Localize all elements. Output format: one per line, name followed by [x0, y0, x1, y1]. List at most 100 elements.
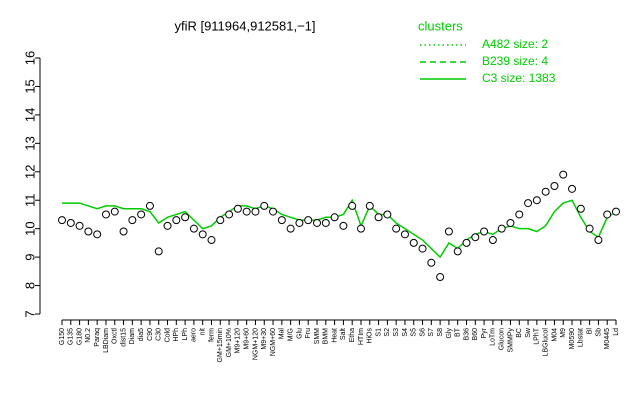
data-point: [207, 236, 216, 245]
data-point: [110, 207, 119, 216]
data-point: [269, 207, 278, 216]
data-point: [101, 210, 110, 219]
x-tick-label: SMM: [314, 328, 321, 345]
x-tick-label: HPh: [173, 328, 180, 342]
x-tick-label: M0445: [604, 328, 611, 350]
y-tick-label: 9: [22, 253, 37, 260]
data-point: [418, 244, 427, 253]
data-point: [541, 187, 550, 196]
data-point: [409, 238, 418, 247]
y-tick-label: 10: [22, 221, 37, 235]
x-tick-label: Diam: [129, 328, 136, 345]
x-tick-label: ferm: [208, 328, 215, 342]
data-point: [66, 218, 75, 227]
x-tick-label: G150: [59, 328, 66, 345]
x-tick-label: dist15: [120, 328, 127, 347]
x-tick-label: S4: [402, 328, 409, 337]
data-point: [330, 213, 339, 222]
data-point: [93, 230, 102, 239]
data-point: [356, 224, 365, 233]
y-tick-label: 13: [22, 136, 37, 150]
data-point: [348, 201, 357, 210]
data-point: [427, 258, 436, 267]
data-point: [612, 207, 620, 216]
legend-label: A482 size: 2: [482, 37, 548, 51]
data-point: [594, 236, 603, 245]
x-tick-label: Pyr: [481, 327, 488, 338]
data-point: [339, 221, 348, 230]
x-tick-label: Ld: [613, 328, 620, 336]
x-tick-label: M9+30: [261, 328, 268, 350]
x-tick-label: HiOs: [367, 328, 374, 344]
x-tick-label: C30: [156, 328, 163, 341]
data-point: [374, 213, 383, 222]
x-tick-label: B60: [472, 328, 479, 341]
data-point: [559, 170, 568, 179]
data-point: [453, 247, 462, 256]
data-point: [497, 224, 506, 233]
data-point: [471, 233, 480, 242]
x-tick-label: SMMPy: [507, 328, 514, 353]
cluster-line: [62, 198, 617, 259]
x-tick-label: G180: [76, 328, 83, 345]
x-tick-label: Sb: [595, 328, 602, 337]
data-point: [488, 236, 497, 245]
x-tick-label: S8: [437, 328, 444, 337]
x-tick-label: Glucon: [499, 328, 506, 350]
data-point: [365, 201, 374, 210]
x-tick-label: M9+60: [244, 328, 251, 350]
x-tick-label: LBGlucol: [542, 328, 549, 357]
data-point: [286, 224, 295, 233]
x-tick-label: GM+10%: [226, 328, 233, 357]
x-tick-label: S2: [384, 328, 391, 337]
x-tick-label: NGM+120: [252, 328, 259, 360]
data-point: [295, 218, 304, 227]
y-tick-label: 7: [22, 310, 37, 317]
x-tick-label: S1: [375, 328, 382, 337]
data-point: [163, 221, 172, 230]
x-tick-label: BC: [516, 328, 523, 338]
data-point: [532, 196, 541, 205]
data-point: [436, 273, 445, 282]
x-tick-label: Bl: [586, 328, 593, 335]
data-point: [242, 207, 251, 216]
data-point: [216, 216, 225, 225]
x-tick-label: G135: [68, 328, 75, 345]
data-point: [576, 204, 585, 213]
data-point: [585, 224, 594, 233]
x-tick-label: N0.2: [85, 328, 92, 343]
data-point: [251, 207, 260, 216]
data-point: [225, 210, 234, 219]
data-point: [313, 218, 322, 227]
data-point: [568, 184, 577, 193]
y-tick-label: 12: [22, 165, 37, 179]
data-point: [524, 199, 533, 208]
x-tick-label: Paraq: [94, 328, 101, 347]
x-tick-label: B36: [463, 328, 470, 341]
x-tick-label: nit: [200, 328, 207, 335]
x-tick-label: HTIm: [358, 328, 365, 345]
x-tick-label: Oxctl: [112, 328, 119, 344]
data-point: [550, 182, 559, 190]
x-tick-label: Fru: [305, 328, 312, 339]
chart-title: yfiR [911964,912581,−1]: [174, 18, 315, 33]
data-point: [189, 224, 198, 233]
x-tick-label: M9+120: [235, 328, 242, 354]
data-point: [233, 204, 242, 213]
data-point: [400, 230, 409, 239]
data-point: [277, 216, 286, 225]
x-tick-label: LBDiam: [103, 328, 110, 353]
data-point: [321, 218, 330, 227]
data-point: [198, 230, 207, 239]
data-point: [154, 247, 163, 256]
data-point: [383, 210, 392, 219]
x-tick-label: Glu: [296, 328, 303, 339]
x-tick-label: dia5: [138, 328, 145, 341]
data-point: [444, 227, 453, 236]
data-point: [304, 216, 313, 225]
y-tick-label: 11: [22, 193, 37, 207]
x-tick-label: C90: [147, 328, 154, 341]
data-point: [603, 210, 612, 219]
x-tick-label: S5: [411, 328, 418, 337]
x-tick-label: Gly: [446, 328, 453, 339]
